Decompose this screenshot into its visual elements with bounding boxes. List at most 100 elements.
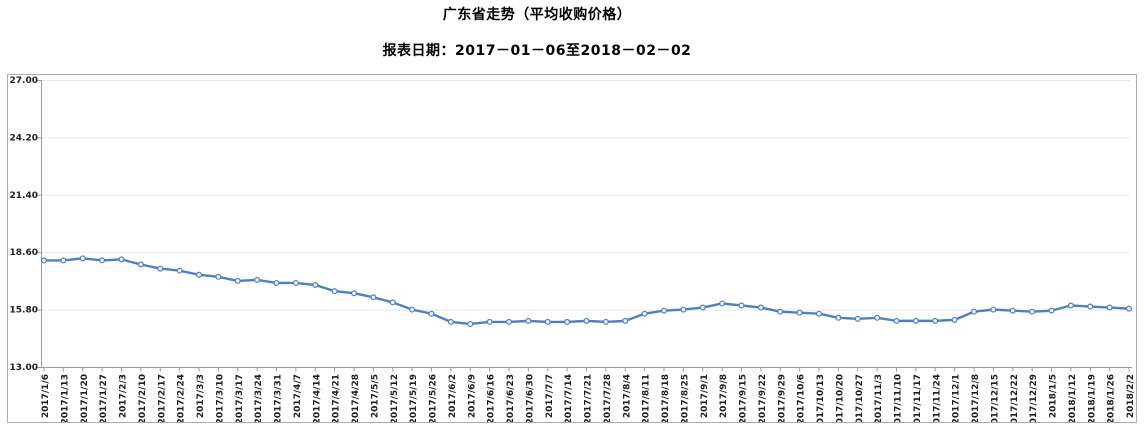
x-axis-tick-label: 2017/3/31 bbox=[274, 374, 284, 422]
data-point bbox=[137, 261, 144, 268]
data-point bbox=[1029, 308, 1036, 315]
x-axis-tick-label: 2017/12/22 bbox=[1010, 374, 1020, 422]
data-point bbox=[79, 255, 86, 262]
gridlines bbox=[41, 80, 1130, 311]
data-point bbox=[699, 304, 706, 311]
data-point bbox=[719, 300, 726, 307]
y-axis-tick-label: 27.00 bbox=[10, 76, 38, 86]
x-axis-tick-label: 2017/9/15 bbox=[739, 374, 749, 422]
x-axis-tick-label: 2017/11/3 bbox=[874, 374, 884, 422]
x-axis-tick-label: 2017/2/3 bbox=[119, 374, 129, 418]
data-point bbox=[389, 299, 396, 306]
data-point bbox=[196, 271, 203, 278]
x-axis-tick-label: 2017/1/13 bbox=[60, 374, 70, 422]
data-point bbox=[351, 290, 358, 297]
x-axis-tick-label: 2017/1/27 bbox=[99, 374, 109, 422]
x-axis-tick-label: 2017/6/9 bbox=[467, 374, 477, 418]
x-axis-tick-label: 2017/6/16 bbox=[487, 374, 497, 422]
data-point bbox=[602, 318, 609, 325]
data-point bbox=[99, 257, 106, 264]
data-point bbox=[622, 317, 629, 324]
data-point bbox=[486, 318, 493, 325]
chart-title: 广东省走势（平均收购价格） bbox=[442, 7, 632, 23]
data-point bbox=[506, 318, 513, 325]
x-axis-tick-label: 2017/1/20 bbox=[80, 374, 90, 422]
x-axis-tick-label: 2017/10/20 bbox=[835, 374, 845, 422]
data-point bbox=[447, 318, 454, 325]
x-axis-tick-label: 2017/9/8 bbox=[719, 374, 729, 418]
data-point bbox=[544, 318, 551, 325]
data-point bbox=[912, 317, 919, 324]
data-point bbox=[1009, 307, 1016, 314]
x-axis-tick-label: 2017/12/29 bbox=[1029, 374, 1039, 422]
data-point bbox=[660, 307, 667, 314]
x-axis-tick-label: 2017/8/4 bbox=[622, 374, 632, 418]
data-point bbox=[467, 320, 474, 327]
x-axis-tick-label: 2017/11/17 bbox=[913, 374, 923, 422]
data-point bbox=[273, 279, 280, 286]
x-axis-tick-label: 2017/2/10 bbox=[138, 374, 148, 422]
data-point bbox=[641, 310, 648, 317]
data-point bbox=[1048, 307, 1055, 314]
x-axis-tick-label: 2017/10/27 bbox=[855, 374, 865, 422]
x-axis-tick-label: 2017/8/25 bbox=[680, 374, 690, 422]
x-axis-tick-label: 2017/1/6 bbox=[41, 374, 51, 418]
y-axis-tick-label: 24.20 bbox=[10, 133, 38, 143]
data-point bbox=[254, 276, 261, 283]
x-axis-tick-label: 2017/4/7 bbox=[293, 374, 303, 418]
x-axis-tick-label: 2017/7/28 bbox=[603, 374, 613, 422]
data-point bbox=[893, 317, 900, 324]
data-point bbox=[234, 277, 241, 284]
data-point bbox=[428, 310, 435, 317]
data-point bbox=[1067, 302, 1074, 309]
price-trend-line bbox=[42, 257, 1131, 326]
data-point bbox=[815, 310, 822, 317]
x-axis-tick-label: 2017/8/11 bbox=[642, 374, 652, 422]
plot-frame: 27.00 24.20 21.40 18.60 15.80 13.00 2017/1/6 20… bbox=[7, 74, 1137, 423]
x-axis-tick-label: 2018/1/12 bbox=[1068, 374, 1078, 422]
x-axis-tick-label: 2017/2/24 bbox=[177, 374, 187, 422]
data-point-markers bbox=[40, 255, 1132, 327]
data-point bbox=[312, 282, 319, 289]
x-axis-tick-label: 2017/3/17 bbox=[235, 374, 245, 422]
x-axis-tick-label: 2017/6/23 bbox=[506, 374, 516, 422]
data-point bbox=[932, 317, 939, 324]
x-axis-tick-label: 2017/9/1 bbox=[700, 374, 710, 418]
data-point bbox=[951, 316, 958, 323]
x-axis-tick-label: 2017/10/6 bbox=[797, 374, 807, 422]
x-axis-tick-label: 2017/4/14 bbox=[312, 374, 322, 422]
x-axis-tick-label: 2017/4/28 bbox=[351, 374, 361, 422]
x-axis-tick-label: 2017/5/12 bbox=[390, 374, 400, 422]
data-point bbox=[370, 294, 377, 301]
data-point bbox=[583, 317, 590, 324]
data-point bbox=[990, 306, 997, 313]
x-axis-tick-label: 2017/10/13 bbox=[816, 374, 826, 422]
data-point bbox=[854, 315, 861, 322]
x-axis-tick-label: 2017/9/22 bbox=[758, 374, 768, 422]
data-point bbox=[215, 273, 222, 280]
x-axis-tick-label: 2017/3/3 bbox=[196, 374, 206, 418]
x-axis-tick-label: 2017/12/8 bbox=[971, 374, 981, 422]
x-axis-tick-label: 2017/12/15 bbox=[990, 374, 1000, 422]
x-axis-tick-label: 2017/3/24 bbox=[254, 374, 264, 422]
axes bbox=[41, 80, 1132, 368]
y-tick-labels: 27.00 24.20 21.40 18.60 15.80 13.00 bbox=[10, 76, 42, 373]
x-axis-tick-label: 2017/2/17 bbox=[157, 374, 167, 422]
x-axis-tick-label: 2017/8/18 bbox=[661, 374, 671, 422]
data-point bbox=[757, 304, 764, 311]
report-date-range: 报表日期：2017－01－06至2018－02－02 bbox=[382, 43, 692, 59]
x-axis-tick-label: 2017/7/14 bbox=[564, 374, 574, 422]
data-point bbox=[796, 309, 803, 316]
y-axis-tick-label: 21.40 bbox=[10, 191, 38, 201]
data-point bbox=[176, 267, 183, 274]
x-axis-tick-label: 2017/9/29 bbox=[777, 374, 787, 422]
y-axis-tick-label: 18.60 bbox=[10, 248, 38, 258]
x-axis-tick-label: 2017/6/30 bbox=[525, 374, 535, 422]
data-point bbox=[40, 257, 47, 264]
data-point bbox=[331, 288, 338, 295]
x-axis-tick-label: 2018/2/2 bbox=[1126, 374, 1136, 418]
data-point bbox=[1106, 304, 1113, 311]
x-axis-tick-label: 2017/11/10 bbox=[894, 374, 904, 422]
x-axis-tick-label: 2018/1/19 bbox=[1087, 374, 1097, 422]
